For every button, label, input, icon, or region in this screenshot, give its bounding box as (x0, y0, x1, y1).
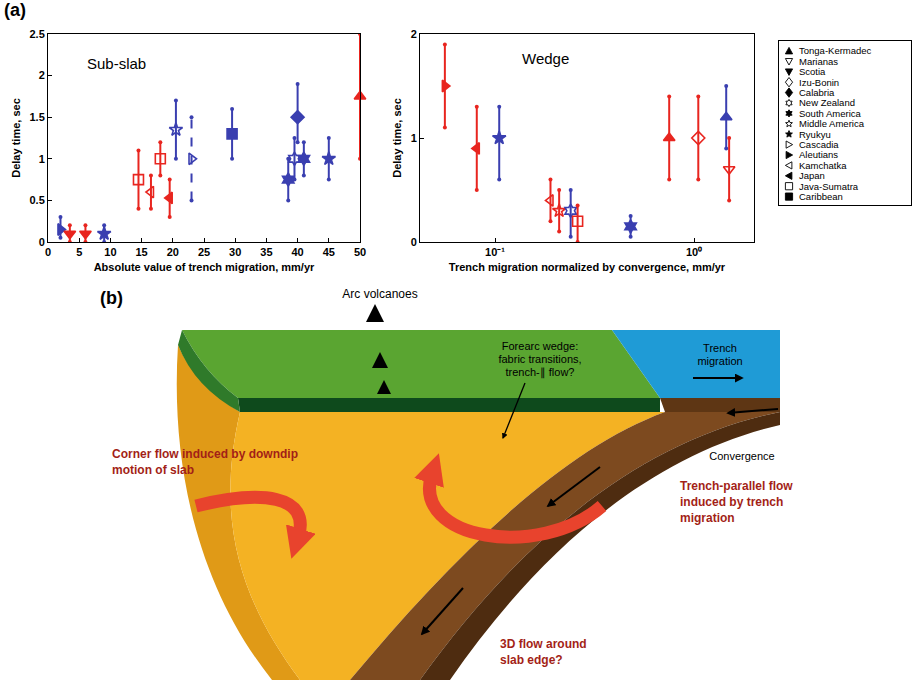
svg-text:0: 0 (411, 236, 417, 248)
svg-text:Delay time, sec: Delay time, sec (391, 98, 403, 178)
html-text:(a): (a) (4, 0, 26, 20)
svg-text:Arc volcanoes: Arc volcanoes (342, 287, 417, 301)
svg-text:50: 50 (354, 246, 366, 258)
svg-text:Aleutians: Aleutians (799, 149, 838, 160)
svg-text:2.5: 2.5 (30, 28, 45, 40)
svg-text:Izu-Bonin: Izu-Bonin (799, 77, 839, 88)
svg-text:induced by trench: induced by trench (680, 495, 783, 509)
svg-text:Trench migration normalized by: Trench migration normalized by convergen… (449, 261, 726, 273)
svg-text:Middle America: Middle America (799, 118, 865, 129)
svg-text:30: 30 (229, 246, 241, 258)
svg-text:10: 10 (104, 246, 116, 258)
svg-text:migration: migration (697, 355, 742, 367)
svg-text:Tonga-Kermadec: Tonga-Kermadec (799, 45, 872, 56)
svg-text:migration: migration (680, 511, 735, 525)
svg-text:Japan: Japan (799, 170, 825, 181)
svg-text:Calabria: Calabria (799, 87, 835, 98)
svg-text:slab edge?: slab edge? (500, 653, 563, 667)
svg-text:5: 5 (76, 246, 82, 258)
svg-text:Convergence: Convergence (709, 450, 774, 462)
svg-text:Trench: Trench (703, 342, 737, 354)
svg-text:motion of slab: motion of slab (112, 463, 194, 477)
svg-text:Java-Sumatra: Java-Sumatra (799, 181, 859, 192)
svg-text:fabric transitions,: fabric transitions, (498, 353, 581, 365)
svg-text:Cascadia: Cascadia (799, 139, 839, 150)
svg-text:0.5: 0.5 (30, 194, 45, 206)
svg-text:1.5: 1.5 (30, 111, 45, 123)
svg-text:Marianas: Marianas (799, 56, 838, 67)
svg-text:2: 2 (411, 28, 417, 40)
svg-text:New Zealand: New Zealand (799, 97, 855, 108)
svg-text:0: 0 (39, 236, 45, 248)
svg-text:1: 1 (39, 153, 45, 165)
svg-text:35: 35 (260, 246, 272, 258)
svg-text:15: 15 (135, 246, 147, 258)
svg-text:0: 0 (45, 246, 51, 258)
svg-text:Trench-parallel flow: Trench-parallel flow (680, 479, 793, 493)
svg-text:Sub-slab: Sub-slab (87, 55, 146, 72)
svg-text:Delay time, sec: Delay time, sec (10, 98, 22, 178)
svg-text:Corner flow induced by downdip: Corner flow induced by downdip (112, 447, 298, 461)
svg-text:3D flow around: 3D flow around (500, 637, 587, 651)
svg-text:10⁻¹: 10⁻¹ (485, 246, 505, 258)
svg-text:2: 2 (39, 69, 45, 81)
svg-text:40: 40 (291, 246, 303, 258)
html-text:(b): (b) (100, 288, 123, 308)
svg-text:Forearc wedge:: Forearc wedge: (502, 340, 578, 352)
svg-text:Absolute value of trench migra: Absolute value of trench migration, mm/y… (94, 261, 315, 273)
svg-text:1: 1 (411, 132, 417, 144)
svg-text:Scotia: Scotia (799, 66, 826, 77)
svg-text:Caribbean: Caribbean (799, 191, 843, 202)
svg-text:Wedge: Wedge (522, 50, 569, 67)
svg-text:10⁰: 10⁰ (686, 246, 702, 258)
svg-text:25: 25 (198, 246, 210, 258)
svg-text:45: 45 (323, 246, 335, 258)
svg-text:Ryukyu: Ryukyu (799, 129, 831, 140)
svg-text:trench-∥ flow?: trench-∥ flow? (506, 366, 575, 379)
svg-text:South America: South America (799, 108, 861, 119)
svg-text:20: 20 (167, 246, 179, 258)
svg-text:Kamchatka: Kamchatka (799, 160, 847, 171)
